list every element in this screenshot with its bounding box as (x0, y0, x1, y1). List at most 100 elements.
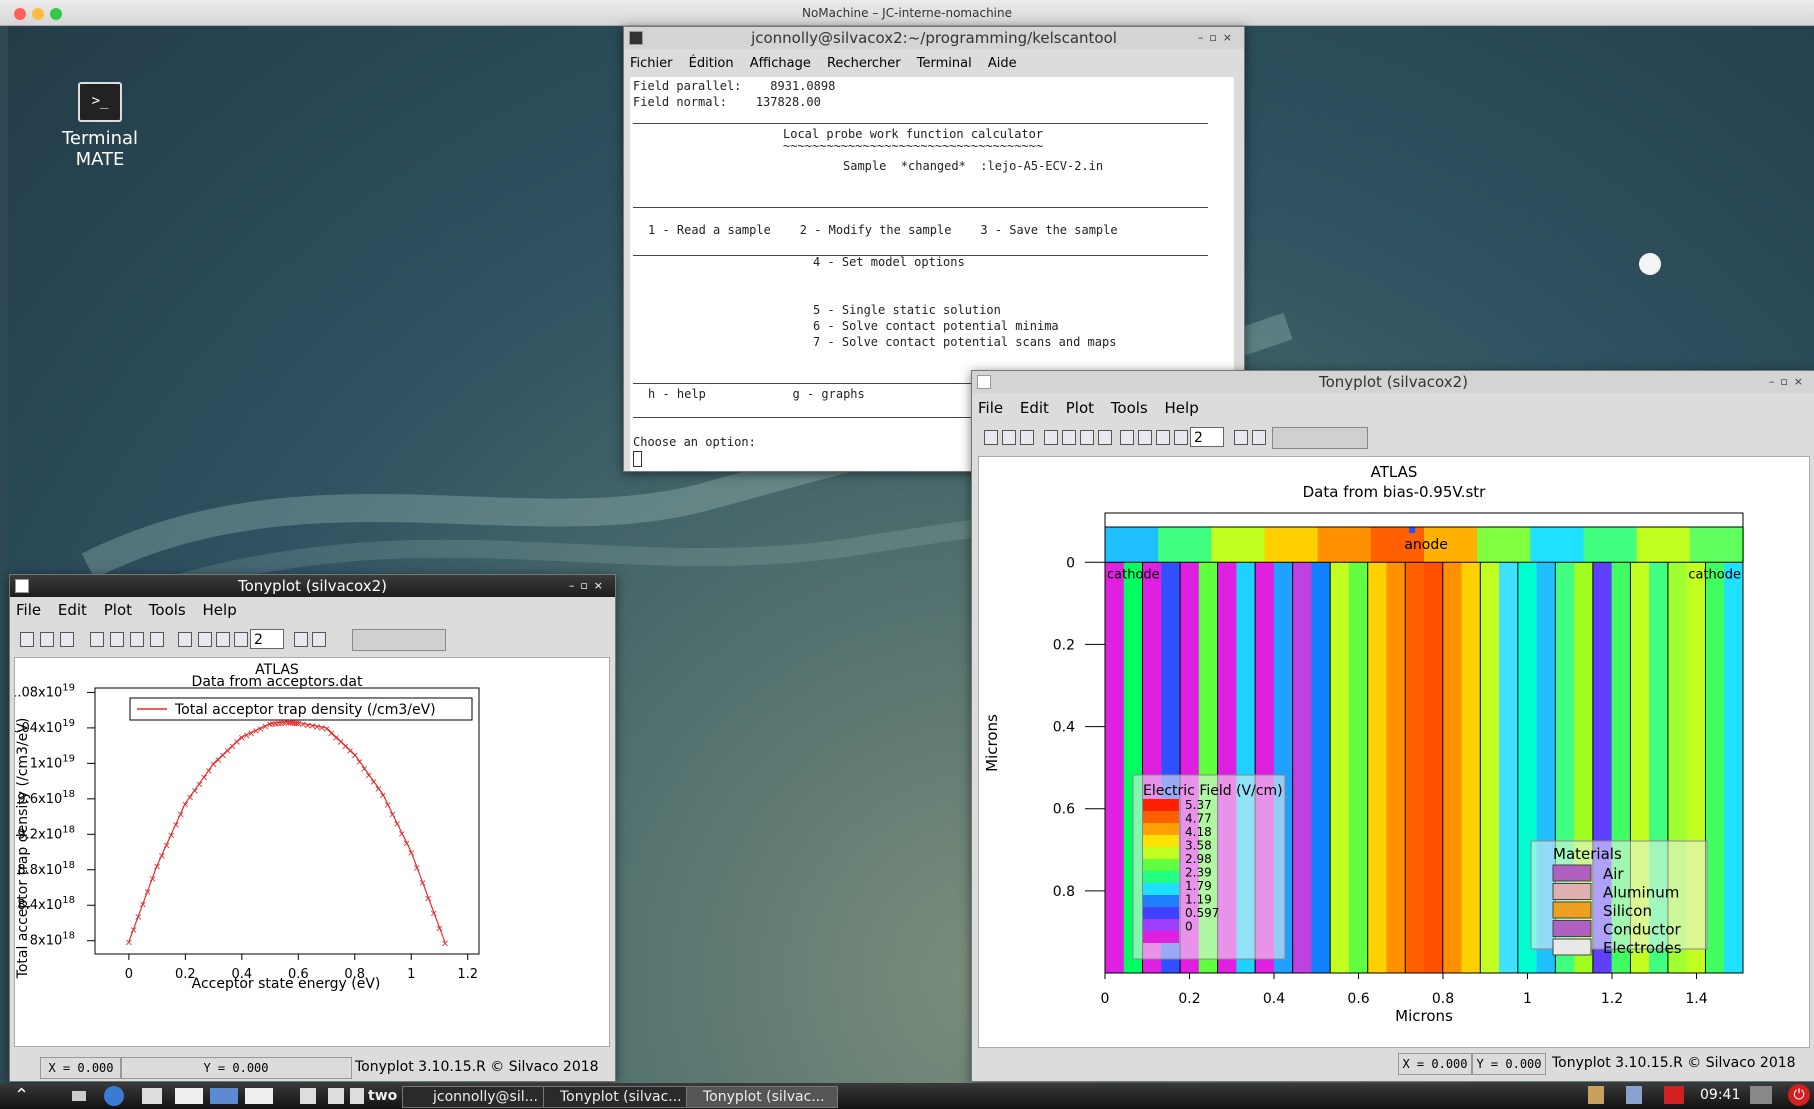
y-tick-exponent: 19 (62, 718, 75, 729)
data-point: × (153, 861, 161, 872)
copy-icon[interactable] (1044, 430, 1058, 445)
window-controls-icon[interactable]: –▫× (569, 575, 609, 597)
x-axis-label: Acceptor state energy (eV) (192, 976, 381, 992)
taskbar-item-two[interactable]: two (364, 1086, 398, 1106)
field-stripe (1105, 562, 1124, 973)
move-icon[interactable] (178, 632, 192, 647)
files-icon[interactable] (142, 1088, 162, 1104)
zoom-box-icon[interactable] (1174, 430, 1188, 445)
print-icon[interactable] (984, 430, 998, 445)
next-icon[interactable] (1252, 430, 1266, 445)
save-icon[interactable] (1020, 430, 1034, 445)
zoom-in-icon[interactable] (198, 632, 212, 647)
menu-tools[interactable]: Tools (149, 601, 186, 619)
menu-plot[interactable]: Plot (1066, 399, 1094, 417)
print-icon[interactable] (20, 632, 34, 647)
power-icon[interactable]: ⏻ (1788, 1084, 1810, 1106)
window-icon[interactable] (1098, 430, 1112, 445)
field-legend-value: 0 (1185, 920, 1193, 934)
taskbar-item-tonyplot[interactable]: Tonyplot (silvac... (686, 1086, 838, 1108)
field-legend-swatch (1143, 835, 1179, 847)
duplicate-icon[interactable] (130, 632, 144, 647)
zoom-spinbox[interactable]: 2 (1190, 427, 1224, 447)
lock-icon[interactable] (1750, 1086, 1772, 1104)
menu-edit[interactable]: Edit (1020, 399, 1049, 417)
network-icon[interactable] (1626, 1086, 1642, 1104)
terminal-desktop-icon[interactable]: >_ Terminal MATE (50, 82, 150, 170)
menu-help[interactable]: Help (1165, 399, 1199, 417)
zoom-out-icon[interactable] (1156, 430, 1170, 445)
y-readout: Y = 0.000 (120, 1057, 352, 1079)
plot-area[interactable]: ATLAS Data from bias-0.95V.str anode cathod… (978, 456, 1810, 1048)
y-tick-label: 0.8 (1053, 884, 1075, 900)
menu-file[interactable]: File (16, 601, 41, 619)
move-icon[interactable] (1120, 430, 1134, 445)
window-controls-icon[interactable]: –▫× (1198, 27, 1238, 49)
tonyplot-titlebar[interactable]: Tonyplot (silvacox2) –▫× (10, 575, 615, 597)
export-icon[interactable] (40, 632, 54, 647)
browser-icon[interactable] (104, 1086, 124, 1106)
y-tick-exponent: 18 (62, 824, 75, 835)
data-point: × (435, 923, 443, 934)
zoom-box-icon[interactable] (234, 632, 248, 647)
data-point: × (158, 851, 166, 862)
window-controls-icon[interactable]: –▫× (1769, 371, 1809, 393)
prev-icon[interactable] (1234, 430, 1248, 445)
workspace-icon[interactable] (300, 1088, 316, 1104)
tonyplot-title: Tonyplot (silvacox2) (1319, 373, 1468, 391)
prev-icon[interactable] (294, 632, 308, 647)
menu-help[interactable]: Help (203, 601, 237, 619)
y-tick-label: 0.2 (1053, 637, 1075, 653)
field-band-cell (1211, 527, 1265, 562)
menu-tools[interactable]: Tools (1111, 399, 1148, 417)
data-point: × (424, 893, 432, 904)
field-legend-swatch (1143, 799, 1179, 811)
zoom-spinbox[interactable]: 2 (250, 629, 284, 649)
material-label: Electrodes (1603, 939, 1682, 957)
x-axis-label: Microns (1395, 1007, 1453, 1025)
zoom-out-icon[interactable] (216, 632, 230, 647)
field-stripe (1705, 562, 1724, 973)
menu-file[interactable]: File (978, 399, 1003, 417)
workspace-icon[interactable] (245, 1088, 273, 1104)
workspace-icon[interactable] (350, 1088, 364, 1104)
chart-title: ATLAS (1371, 463, 1418, 481)
menu-aide[interactable]: Aide (988, 56, 1017, 71)
copy-icon[interactable] (90, 632, 104, 647)
duplicate-icon[interactable] (1080, 430, 1094, 445)
terminal-app-icon (629, 31, 643, 45)
field-stripe (1499, 562, 1518, 973)
im-icon[interactable] (1664, 1086, 1684, 1104)
plot-selector[interactable] (352, 629, 446, 651)
next-icon[interactable] (312, 632, 326, 647)
workspace-icon[interactable] (210, 1088, 238, 1104)
menu-terminal[interactable]: Terminal (917, 56, 972, 71)
workspace-icon[interactable] (175, 1088, 203, 1104)
taskbar-item-terminal[interactable]: jconnolly@sil... (402, 1086, 566, 1108)
show-desktop-icon[interactable] (72, 1091, 86, 1101)
menu-fichier[interactable]: Fichier (630, 56, 673, 71)
taskbar-item-tonyplot[interactable]: Tonyplot (silvac... (543, 1086, 695, 1108)
field-legend-swatch (1143, 919, 1179, 931)
layout-icon[interactable] (110, 632, 124, 647)
window-icon[interactable] (150, 632, 164, 647)
menu-plot[interactable]: Plot (104, 601, 132, 619)
menu-edition[interactable]: Édition (689, 56, 734, 71)
y-tick-exponent: 19 (62, 682, 75, 693)
layout-icon[interactable] (1062, 430, 1076, 445)
package-icon[interactable] (1588, 1086, 1604, 1104)
y-axis-label: Microns (983, 714, 1001, 772)
tonyplot-titlebar[interactable]: Tonyplot (silvacox2) –▫× (972, 371, 1814, 393)
menu-affichage[interactable]: Affichage (750, 56, 811, 71)
zoom-in-icon[interactable] (1138, 430, 1152, 445)
export-icon[interactable] (1002, 430, 1016, 445)
y-tick-label: 0.4 (1053, 720, 1075, 736)
plot-selector[interactable] (1272, 427, 1368, 449)
terminal-titlebar[interactable]: jconnolly@silvacox2:~/programming/kelsca… (624, 27, 1244, 49)
menu-edit[interactable]: Edit (58, 601, 87, 619)
menu-launcher-icon[interactable]: ⌃ (14, 1085, 29, 1106)
workspace-icon[interactable] (328, 1088, 344, 1104)
save-icon[interactable] (60, 632, 74, 647)
menu-rechercher[interactable]: Rechercher (827, 56, 901, 71)
